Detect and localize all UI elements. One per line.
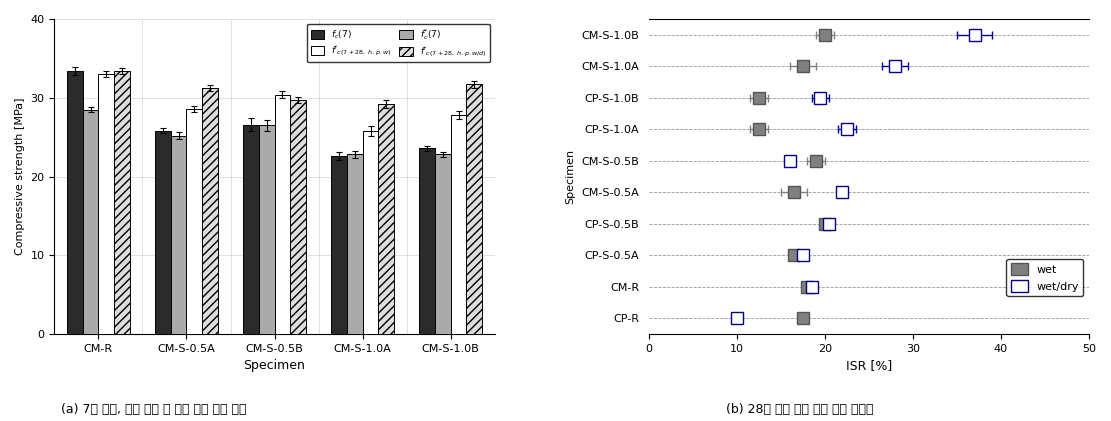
Bar (419, 148, 434, 334)
Bar (99, 74, 114, 334)
Bar (347, 155, 362, 334)
Bar (187, 109, 202, 334)
Legend: $f_{c}(7)$, $f'_{c(7+28,\ h.p.w)}$, $f^{*}_{c}(7)$, $f'_{c(7+28,\ h.p.w/d)}$: $f_{c}(7)$, $f'_{c(7+28,\ h.p.w)}$, $f^{… (307, 24, 490, 62)
Bar (114, 71, 130, 334)
Bar (379, 104, 394, 334)
Bar (202, 88, 218, 334)
Bar (154, 131, 171, 334)
Bar (67, 71, 82, 334)
X-axis label: ISR [%]: ISR [%] (845, 359, 892, 372)
Bar (331, 156, 347, 334)
X-axis label: Specimen: Specimen (243, 359, 306, 372)
Bar (451, 115, 467, 334)
Text: (b) 28일 치유 양생 이후 강도 증가율: (b) 28일 치유 양생 이후 강도 증가율 (727, 402, 873, 416)
Y-axis label: Specimen: Specimen (565, 149, 575, 204)
Y-axis label: Compressive strength [MPa]: Compressive strength [MPa] (16, 98, 26, 255)
Bar (467, 84, 482, 334)
Bar (171, 136, 187, 334)
Bar (243, 125, 259, 334)
Bar (274, 95, 290, 334)
Legend: wet, wet/dry: wet, wet/dry (1007, 258, 1083, 296)
Bar (362, 131, 379, 334)
Bar (82, 109, 99, 334)
Text: (a) 7일 강도, 균열 직후 및 치유 양생 이후 강도: (a) 7일 강도, 균열 직후 및 치유 양생 이후 강도 (61, 402, 246, 416)
Bar (259, 125, 274, 334)
Bar (290, 100, 307, 334)
Bar (434, 155, 451, 334)
